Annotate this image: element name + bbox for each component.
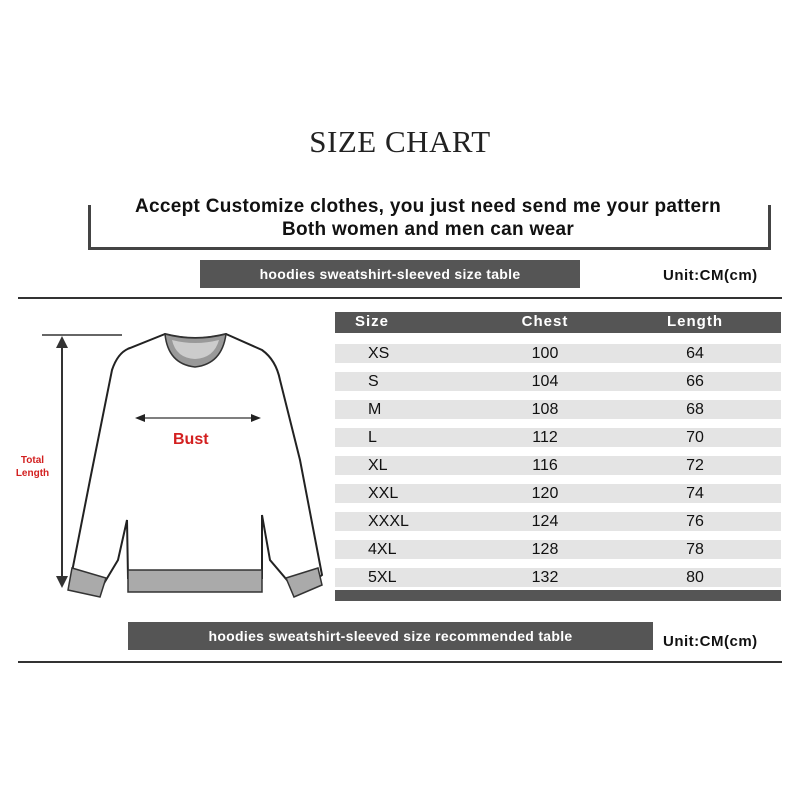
cell-size: S [368, 373, 379, 390]
cell-size: 5XL [368, 569, 397, 586]
cell-chest: 120 [531, 485, 559, 502]
table-row: L 112 70 [335, 428, 781, 447]
customize-note: Accept Customize clothes, you just need … [134, 196, 721, 217]
cell-size: 4XL [368, 541, 397, 558]
cell-size: XL [368, 457, 388, 474]
total-length-line2: Length [15, 468, 50, 479]
cell-size: XXXL [368, 513, 409, 530]
table-footer-bar [335, 590, 781, 601]
cell-chest: 108 [531, 401, 559, 418]
recommended-table-banner: hoodies sweatshirt-sleeved size recommen… [128, 622, 653, 650]
cell-chest: 100 [531, 345, 559, 362]
header-length: Length [667, 313, 723, 330]
page-title: SIZE CHART [309, 124, 491, 159]
total-length-line1: Total [20, 455, 45, 466]
cell-size: L [368, 429, 377, 446]
table-row: XXL 120 74 [335, 484, 781, 503]
cell-size: XXL [368, 485, 399, 502]
cell-length: 74 [686, 485, 704, 502]
cell-length: 72 [686, 457, 704, 474]
cell-chest: 116 [532, 457, 558, 474]
header-chest: Chest [521, 313, 569, 330]
cell-length: 78 [686, 541, 704, 558]
cell-length: 76 [686, 513, 704, 530]
table-row: 5XL 132 80 [335, 568, 781, 587]
table-row: M 108 68 [335, 400, 781, 419]
table-row: 4XL 128 78 [335, 540, 781, 559]
cell-chest: 132 [531, 569, 559, 586]
cell-length: 70 [686, 429, 704, 446]
table-row: XXXL 124 76 [335, 512, 781, 531]
bust-label: Bust [173, 431, 209, 448]
header-size: Size [355, 313, 390, 330]
cell-size: XS [368, 345, 390, 362]
divider [18, 297, 782, 299]
table-row: S 104 66 [335, 372, 781, 391]
unit-label: Unit:CM(cm) [663, 267, 758, 284]
cell-size: M [368, 401, 382, 418]
cell-length: 66 [686, 373, 704, 390]
cell-length: 80 [686, 569, 704, 586]
sweatshirt-diagram [42, 332, 324, 598]
table-row: XL 116 72 [335, 456, 781, 475]
table-header: Size Chest Length [335, 312, 781, 333]
cell-length: 64 [686, 345, 704, 362]
unisex-note: Both women and men can wear [281, 219, 575, 240]
cell-chest: 128 [531, 541, 559, 558]
divider-bottom [18, 661, 782, 663]
table-row: XS 100 64 [335, 344, 781, 363]
cell-length: 68 [686, 401, 704, 418]
total-length-label: Total Length [10, 454, 55, 480]
cell-chest: 104 [531, 373, 559, 390]
cell-chest: 112 [532, 429, 558, 446]
notes-bracket [88, 205, 771, 250]
size-table-banner: hoodies sweatshirt-sleeved size table [200, 260, 580, 288]
unit-label-bottom: Unit:CM(cm) [663, 633, 758, 650]
cell-chest: 124 [531, 513, 559, 530]
